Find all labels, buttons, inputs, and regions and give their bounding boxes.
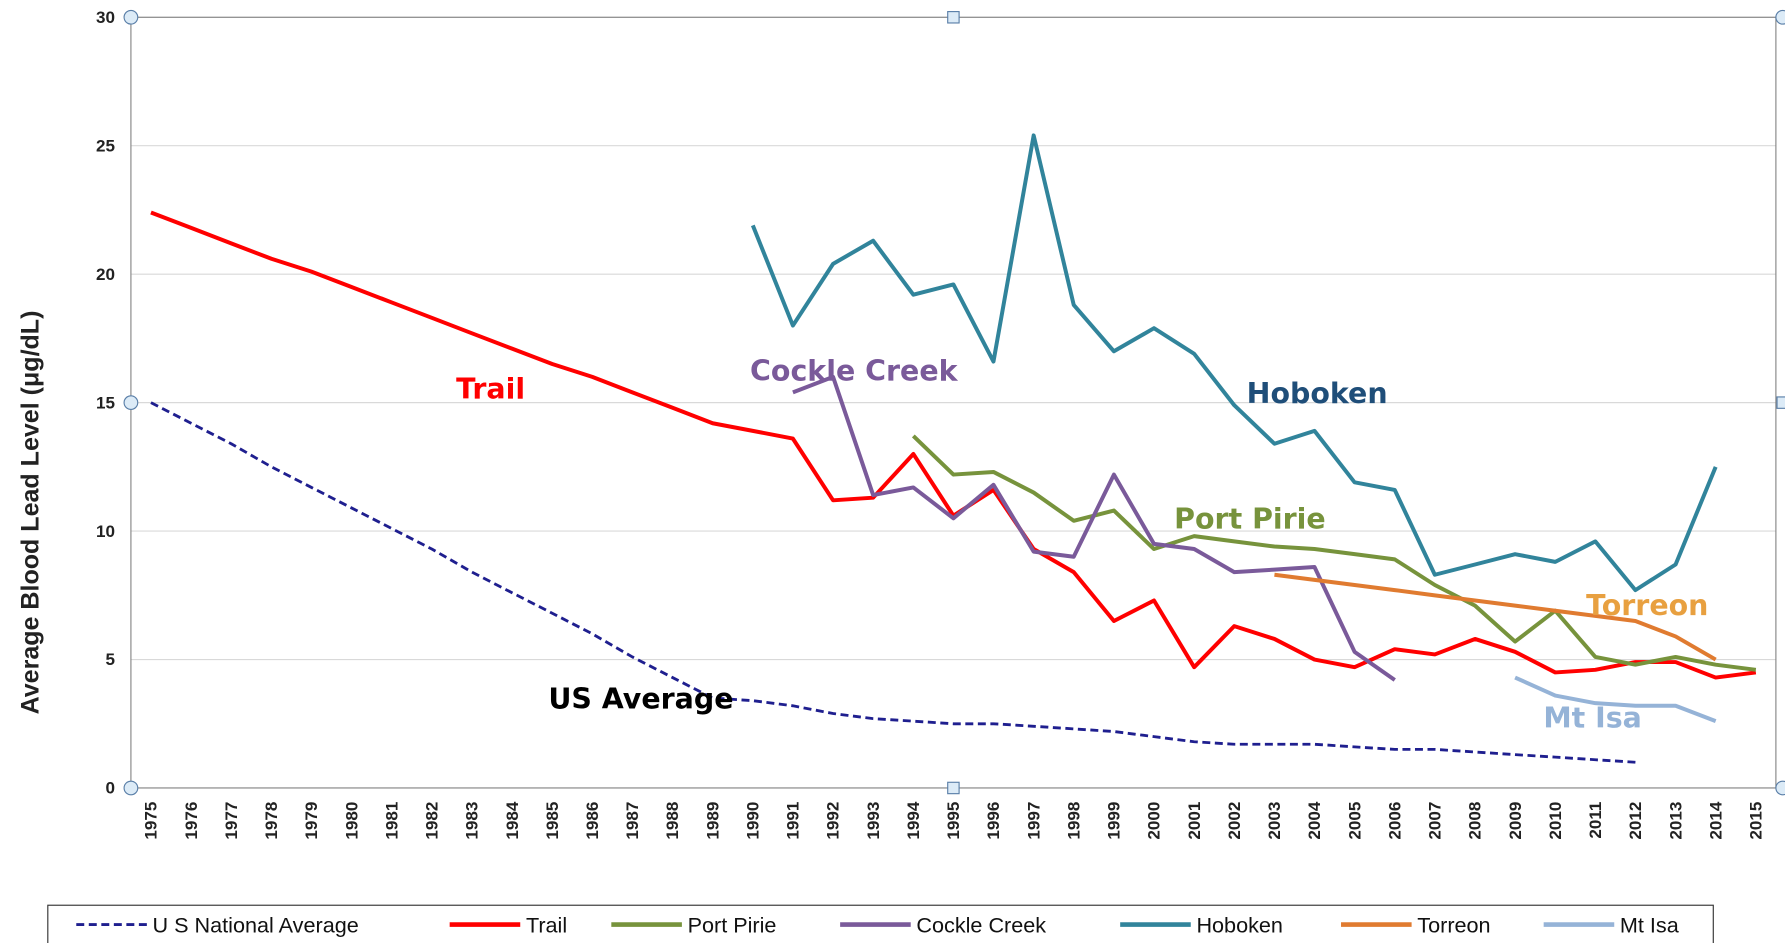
legend-label: Cockle Creek — [916, 913, 1046, 938]
handle — [123, 9, 139, 25]
x-tick-label: 1992 — [824, 802, 843, 840]
legend-label: Trail — [526, 913, 567, 938]
x-tick-label: 1988 — [663, 802, 682, 840]
x-tick-label: 1976 — [182, 802, 201, 840]
x-tick-label: 2007 — [1426, 802, 1445, 840]
x-tick-label: 2015 — [1747, 801, 1766, 839]
x-tick-label: 1994 — [904, 801, 923, 839]
x-tick-label: 2002 — [1225, 802, 1244, 840]
handle — [123, 395, 139, 411]
series-line — [1274, 572, 1717, 662]
x-tick-label: 2003 — [1265, 802, 1284, 840]
legend-label: Port Pirie — [688, 913, 777, 938]
x-tick-label: 2008 — [1466, 802, 1485, 840]
x-tick-label: 2001 — [1185, 801, 1204, 839]
x-tick-label: 1998 — [1064, 802, 1083, 840]
x-tick-label: 1977 — [222, 802, 241, 840]
x-tick-label: 1995 — [944, 801, 963, 839]
x-tick-label: 2013 — [1666, 802, 1685, 840]
series-line — [911, 434, 1757, 672]
x-tick-label: 1991 — [784, 801, 803, 839]
annotation: Torreon — [1586, 589, 1708, 622]
annotation: US Average — [548, 682, 733, 715]
series-line — [150, 401, 1636, 764]
legend-label: U S National Average — [153, 913, 359, 938]
x-tick-label: 1980 — [342, 802, 361, 840]
handle — [1775, 780, 1785, 796]
x-tick-label: 2010 — [1546, 802, 1565, 840]
legend-label: Torreon — [1417, 913, 1490, 938]
series-line — [1514, 675, 1717, 724]
x-tick-label: 1996 — [984, 802, 1003, 840]
x-tick-label: 2011 — [1586, 801, 1605, 839]
x-tick-label: 2004 — [1305, 801, 1324, 839]
series-line — [150, 210, 1757, 680]
y-tick-label: 5 — [105, 650, 115, 669]
x-tick-label: 2009 — [1506, 802, 1525, 840]
handle — [1775, 9, 1785, 25]
x-tick-label: 1993 — [864, 802, 883, 840]
x-tick-label: 1975 — [142, 801, 161, 839]
y-tick-label: 15 — [96, 393, 115, 412]
y-tick-label: 20 — [96, 265, 115, 284]
y-axis-title: Average Blood Lead Level (μg/dL) — [17, 311, 45, 715]
x-tick-label: 1989 — [703, 802, 722, 840]
annotation: Hoboken — [1247, 377, 1388, 410]
x-tick-label: 1987 — [623, 802, 642, 840]
x-tick-label: 1997 — [1024, 802, 1043, 840]
x-tick-label: 1981 — [382, 801, 401, 839]
x-tick-label: 1986 — [583, 802, 602, 840]
y-tick-label: 0 — [105, 779, 115, 798]
annotation: Port Pirie — [1174, 502, 1326, 535]
x-tick-label: 2000 — [1145, 802, 1164, 840]
handle — [947, 11, 960, 24]
annotation: Mt Isa — [1543, 702, 1642, 735]
x-tick-label: 2014 — [1706, 801, 1725, 839]
y-tick-label: 10 — [96, 522, 115, 541]
x-tick-label: 2006 — [1385, 802, 1404, 840]
x-tick-label: 1999 — [1105, 802, 1124, 840]
y-tick-label: 30 — [96, 8, 115, 27]
x-tick-label: 1978 — [262, 802, 281, 840]
x-tick-label: 1983 — [463, 802, 482, 840]
annotation: Cockle Creek — [750, 354, 959, 387]
x-tick-label: 1984 — [503, 801, 522, 839]
handle — [947, 781, 960, 795]
x-tick-label: 2012 — [1626, 802, 1645, 840]
x-tick-label: 1990 — [743, 802, 762, 840]
x-tick-label: 2005 — [1345, 801, 1364, 839]
legend-label: Mt Isa — [1620, 913, 1680, 938]
annotation: Trail — [456, 373, 525, 406]
y-tick-label: 25 — [96, 136, 115, 155]
x-tick-label: 1979 — [302, 802, 321, 840]
handle — [1776, 396, 1785, 409]
series-line — [792, 374, 1396, 682]
legend-label: Hoboken — [1196, 913, 1283, 938]
x-tick-label: 1982 — [423, 802, 442, 840]
series-line — [750, 133, 1718, 593]
handle — [123, 780, 139, 796]
x-tick-label: 1985 — [543, 801, 562, 839]
